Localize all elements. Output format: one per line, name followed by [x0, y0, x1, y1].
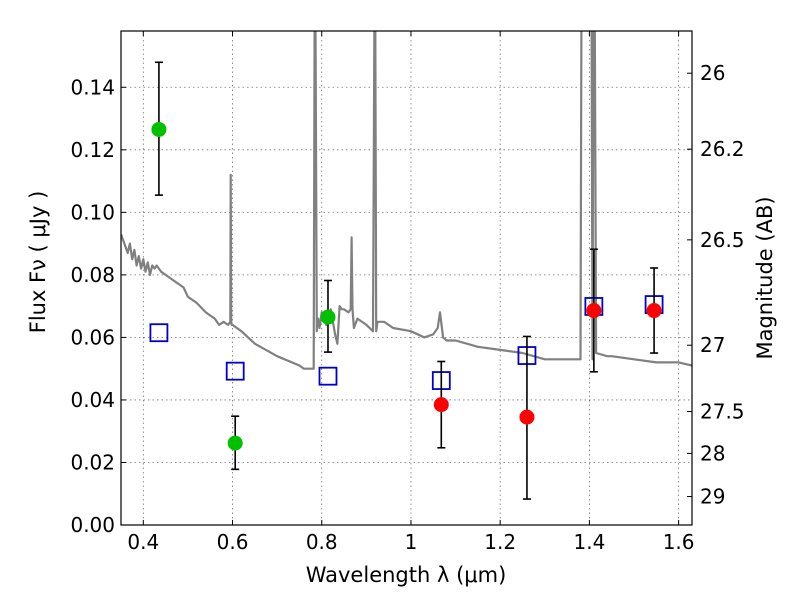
y-right-tick-label: 27 [700, 333, 725, 357]
model-square-marker [318, 366, 338, 386]
x-tick-label: 0.8 [306, 530, 338, 554]
x-tick-label: 1 [405, 530, 418, 554]
model-square-marker [149, 323, 169, 343]
y-tick-label: 0.04 [70, 388, 115, 412]
y-tick-label: 0.14 [70, 75, 115, 99]
model-square-marker [225, 361, 245, 381]
y-right-tick-label: 28 [700, 441, 725, 465]
y-right-tick-label: 29 [700, 485, 725, 509]
x-tick-label: 0.6 [217, 530, 249, 554]
data-point-marker [519, 409, 535, 425]
y-right-tick-label: 27.5 [700, 400, 745, 424]
grid-lines [121, 31, 692, 526]
y-tick-label: 0.10 [70, 200, 115, 224]
x-axis-label: Wavelength λ (μm) [306, 563, 507, 587]
plot-frame [120, 30, 693, 526]
data-point-marker [320, 309, 336, 325]
data-point-marker [151, 121, 167, 137]
y-right-axis-label: Magnitude (AB) [753, 196, 777, 359]
y-right-tick-label: 26.2 [700, 137, 745, 161]
y-right-tick-label: 26.5 [700, 228, 745, 252]
plot-data [121, 31, 692, 500]
x-tick-label: 1.6 [663, 530, 695, 554]
y-axis-label: Flux Fν ( μJy ) [26, 191, 50, 334]
y-tick-label: 0.08 [70, 263, 115, 287]
y-tick-label: 0.12 [70, 138, 115, 162]
y-tick-label: 0.06 [70, 325, 115, 349]
data-point-marker [646, 303, 662, 319]
spectrum-line [121, 31, 692, 370]
x-tick-label: 1.4 [573, 530, 605, 554]
ticks-and-labels: 0.4 0.6 0.8 1 1.2 1.4 1.6 0.00 0.02 0.04 0.06 0.08 0… [70, 31, 745, 554]
y-right-tick-label: 26 [700, 61, 725, 85]
y-tick-label: 0.00 [70, 513, 115, 537]
data-point-marker [433, 397, 449, 413]
data-point-marker [227, 435, 243, 451]
y-tick-label: 0.02 [70, 450, 115, 474]
x-tick-label: 0.4 [127, 530, 159, 554]
data-point-marker [586, 303, 602, 319]
x-tick-label: 1.2 [484, 530, 516, 554]
